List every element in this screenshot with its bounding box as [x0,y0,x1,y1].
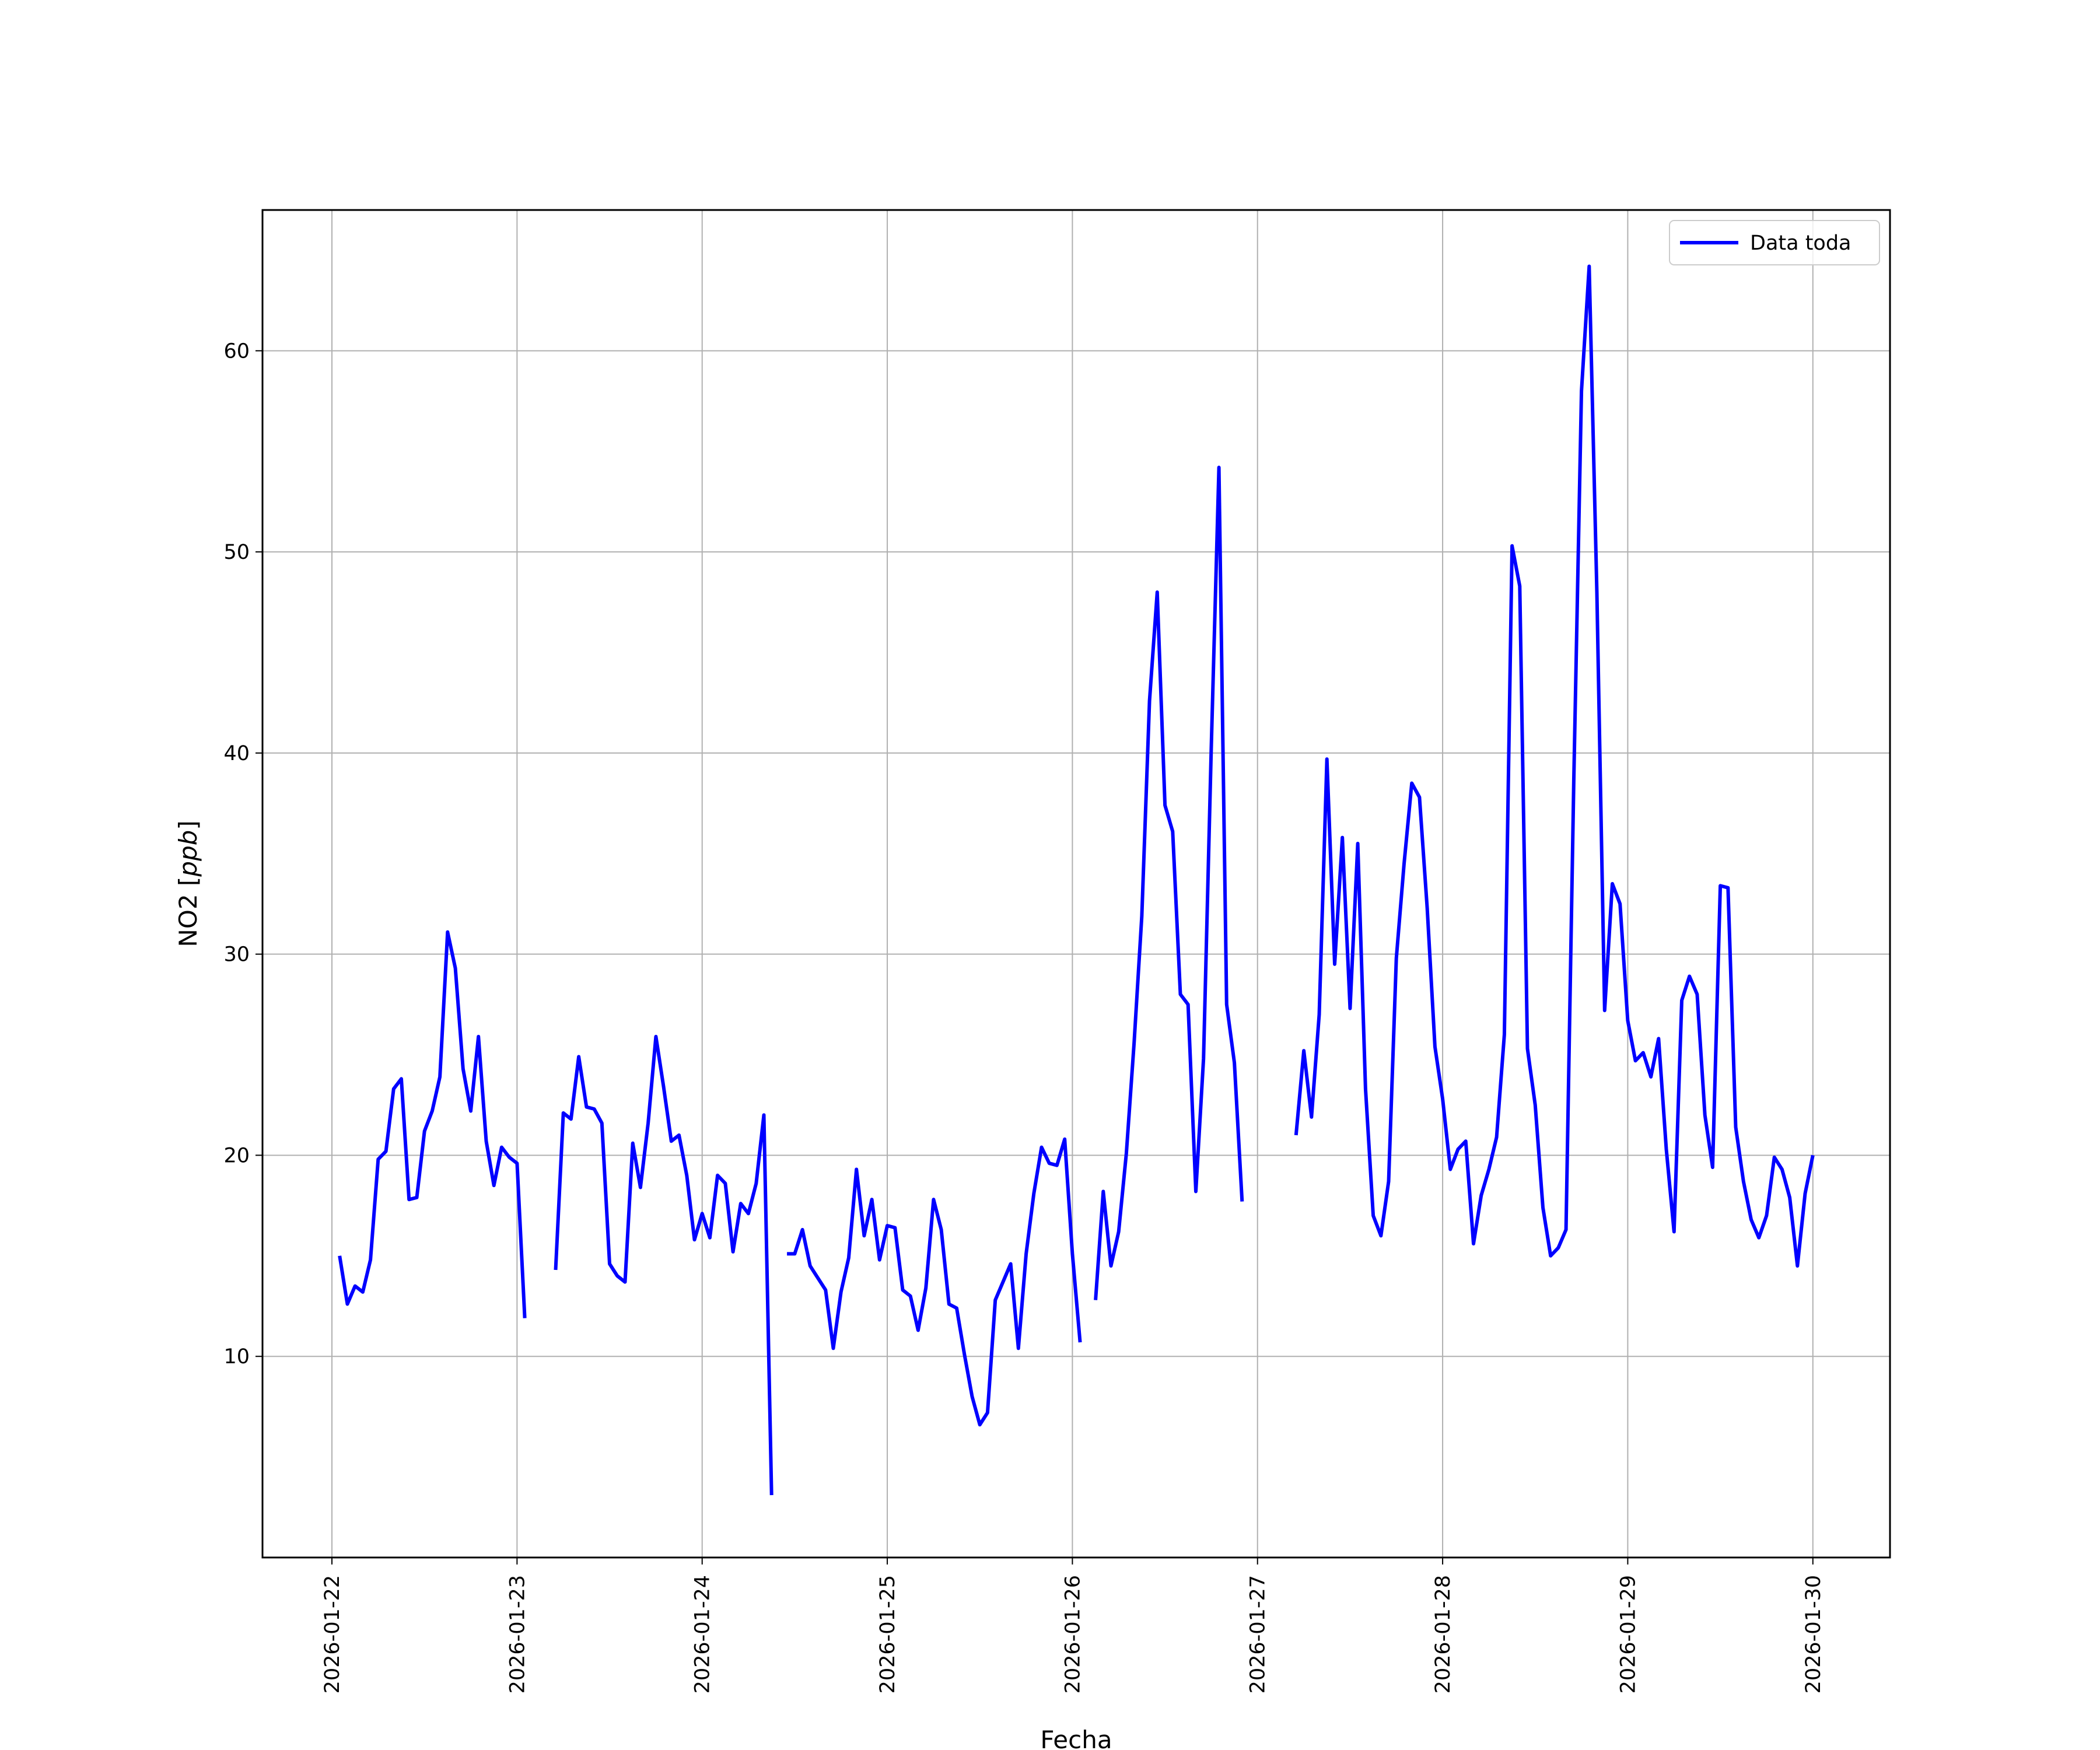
y-tick-label: 30 [223,943,250,967]
series-line-segment [1294,264,1815,1268]
x-tick-label: 2026-01-30 [1802,1575,1825,1693]
y-tick-label: 20 [223,1144,250,1167]
x-tick-label: 2026-01-24 [691,1575,715,1693]
y-tick-label: 10 [223,1345,250,1368]
x-tick-label: 2026-01-25 [876,1575,900,1693]
y-tick-label: 60 [223,340,250,363]
series-line-segment [787,1137,1082,1427]
x-axis-label: Fecha [1040,1726,1112,1750]
y-tick-label: 40 [223,742,250,765]
grid-lines [262,210,1890,1558]
x-tick-label: 2026-01-28 [1432,1575,1455,1693]
x-tick-label: 2026-01-29 [1616,1575,1640,1693]
legend-box [1669,220,1880,265]
legend-entry-label: Data toda [1750,232,1852,255]
series-line-segment [1094,466,1244,1300]
x-axis: 2026-01-22 2026-01-23 2026-01-24 2026-01-25… [321,1558,1825,1693]
x-tick-label: 2026-01-22 [321,1575,344,1693]
series-line-segment [554,1035,774,1496]
y-axis-label-unit: ppb [174,830,202,877]
y-axis-label: NO2 [ppb] [174,820,202,947]
legend: Data toda [1669,220,1880,265]
y-axis-label-close-bracket: ] [174,820,202,830]
y-tick-label: 50 [223,541,250,564]
data-series [338,264,1815,1496]
y-axis-label-main: NO2 [174,886,202,947]
y-axis: 10 20 30 40 50 60 [223,340,262,1368]
x-tick-label: 2026-01-27 [1247,1575,1270,1693]
y-axis-label-open-bracket: [ [174,877,202,886]
plot-frame [261,209,1891,1559]
x-tick-label: 2026-01-23 [506,1575,529,1693]
x-tick-label: 2026-01-26 [1061,1575,1084,1693]
series-line-segment [338,930,527,1318]
